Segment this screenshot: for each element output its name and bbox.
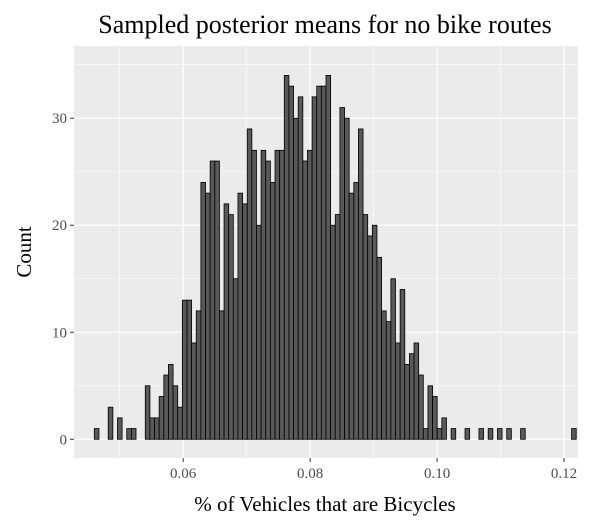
histogram-bar (93, 428, 100, 440)
histogram-bar (358, 128, 364, 440)
y-tick-label: 30 (52, 111, 67, 127)
histogram-bar (339, 107, 345, 440)
histogram-bar (293, 117, 299, 440)
histogram-bar (399, 289, 406, 440)
x-tick-label: 0.06 (170, 466, 197, 482)
histogram-bar (181, 299, 188, 440)
histogram-bar (126, 428, 132, 440)
histogram-bar (237, 192, 243, 440)
axis-ticks: 0.06 0.08 0.10 0.12 0 10 20 30 (52, 111, 577, 482)
histogram-bar (274, 149, 281, 440)
histogram-bar (418, 374, 424, 440)
histogram-bar (311, 96, 318, 440)
histogram-bar (571, 428, 577, 440)
histogram-bar (497, 428, 503, 440)
histogram-bar (395, 342, 401, 440)
histogram-bar (163, 374, 169, 440)
histogram-bar (422, 428, 429, 440)
histogram-bar (251, 149, 257, 440)
histogram-bar (144, 385, 151, 440)
histogram-bar (409, 353, 415, 440)
y-axis-title: Count (12, 226, 36, 278)
histogram-bar (432, 396, 438, 440)
histogram-bar (269, 182, 276, 440)
histogram-bars (93, 75, 577, 440)
histogram-bar (158, 396, 165, 440)
histogram-bar (154, 417, 160, 440)
histogram-bar (436, 428, 443, 440)
histogram-bar (316, 85, 322, 440)
chart-title: Sampled posterior means for no bike rout… (98, 10, 551, 39)
histogram-bar (302, 160, 308, 440)
histogram-bar (205, 192, 211, 440)
y-tick-label: 20 (52, 218, 67, 234)
histogram-bar (367, 235, 373, 440)
histogram-bar (320, 85, 327, 440)
x-tick-label: 0.08 (297, 466, 323, 482)
histogram-bar (256, 224, 262, 440)
histogram-bar (297, 96, 304, 440)
histogram-bar (371, 224, 378, 440)
histogram-bar (404, 363, 410, 440)
histogram-bar (200, 182, 206, 440)
histogram-bar (353, 182, 359, 440)
histogram-bar (214, 160, 220, 440)
histogram-bar (362, 214, 369, 440)
histogram-bar (168, 363, 174, 440)
histogram-bar (242, 203, 248, 440)
histogram-bar (381, 310, 387, 440)
histogram-bar (348, 192, 355, 440)
histogram-bar (307, 149, 313, 440)
histogram-bar (177, 406, 183, 440)
histogram-bar (228, 214, 234, 440)
histogram-bar (487, 428, 494, 440)
histogram-bar (520, 428, 526, 440)
histogram-bar (464, 428, 471, 440)
histogram-bar (107, 406, 114, 440)
histogram-bar (223, 203, 230, 440)
histogram-bar (288, 85, 294, 440)
histogram-bar (344, 117, 350, 440)
histogram-bar (376, 256, 383, 440)
histogram-bar (232, 278, 239, 440)
histogram-bar (195, 310, 202, 440)
histogram-bar (330, 224, 336, 440)
histogram-bar (283, 75, 290, 440)
histogram-bar (265, 160, 271, 440)
histogram-bar (117, 417, 123, 440)
x-axis-title: % of Vehicles that are Bicycles (194, 492, 455, 516)
histogram-bar (172, 385, 179, 440)
histogram-bar (427, 385, 433, 440)
histogram-bar (413, 342, 420, 440)
histogram-bar (149, 417, 155, 440)
histogram-bar (390, 278, 396, 440)
histogram-bar (441, 417, 447, 440)
histogram-bar (385, 321, 392, 440)
x-tick-label: 0.12 (551, 466, 577, 482)
histogram-bar (246, 128, 253, 440)
histogram-bar (279, 149, 285, 440)
histogram-bar (325, 75, 332, 440)
histogram-bar (186, 299, 193, 440)
y-tick-label: 10 (52, 325, 67, 341)
histogram-bar (219, 310, 225, 440)
y-tick-label: 0 (60, 432, 68, 448)
histogram-bar (450, 428, 457, 440)
histogram-bar (209, 160, 216, 440)
histogram-bar (506, 428, 512, 440)
histogram-bar (260, 149, 267, 440)
histogram-bar (478, 428, 484, 440)
histogram-bar (191, 342, 197, 440)
x-tick-label: 0.10 (424, 466, 450, 482)
histogram-bar (334, 214, 341, 440)
histogram-bar (130, 428, 137, 440)
